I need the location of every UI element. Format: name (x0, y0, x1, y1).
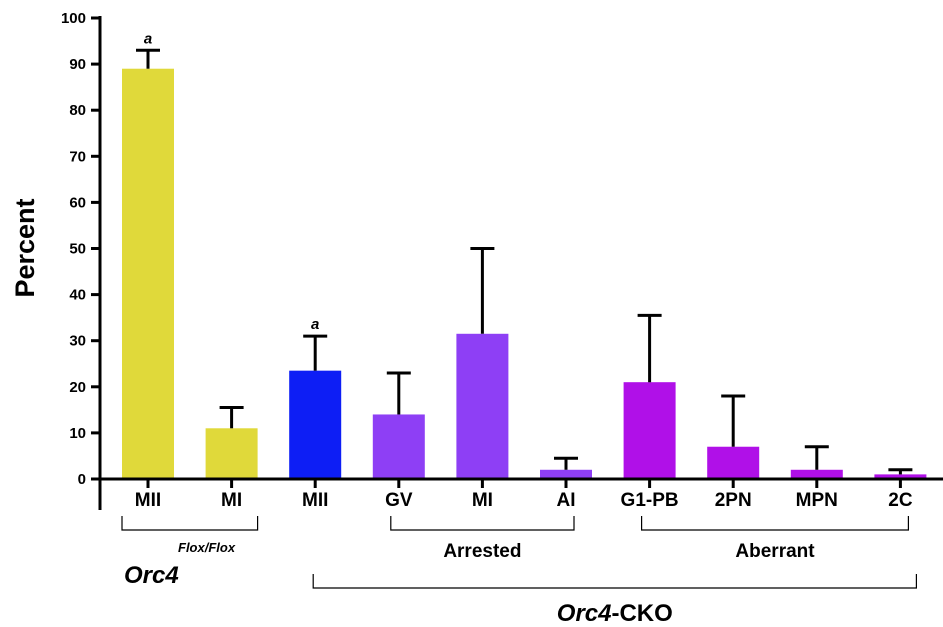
bar (874, 474, 927, 479)
category-label: MII (302, 490, 328, 511)
y-axis-label: Percent (10, 198, 40, 297)
bar (540, 469, 592, 479)
y-tick-label: 70 (69, 148, 86, 165)
category-labels: MII MI MII GV MI AI G1-PB 2PN MPN 2C (135, 479, 913, 511)
bar (456, 333, 509, 479)
bar (205, 428, 258, 479)
group-label: Arrested (443, 541, 521, 562)
genotype-suffix: -CKO (611, 600, 672, 627)
y-tick-label: 0 (78, 471, 86, 488)
bar (707, 446, 760, 479)
category-label: MI (221, 490, 242, 511)
group-label: Aberrant (735, 541, 815, 562)
significance-letter: a (144, 30, 152, 47)
y-tick-label: 10 (69, 425, 86, 442)
significance-letter: a (311, 316, 319, 333)
category-label: MI (472, 490, 493, 511)
y-tick-label: 90 (69, 56, 86, 73)
y-tick-label: 60 (69, 194, 86, 211)
y-tick-label: 30 (69, 333, 86, 350)
y-axis-ticks: 0 10 20 30 40 50 60 70 80 90 100 (61, 10, 100, 488)
bar (790, 469, 843, 479)
bar (372, 414, 425, 479)
category-label: 2C (888, 490, 913, 511)
y-tick-label: 50 (69, 241, 86, 258)
group-brackets: Arrested Aberrant (390, 516, 909, 562)
y-tick-label: 100 (61, 10, 86, 27)
bars (122, 68, 927, 480)
y-tick-label: 80 (69, 102, 86, 119)
category-label: MPN (796, 490, 838, 511)
category-label: AI (557, 490, 576, 511)
bar (289, 370, 342, 479)
genotype-label: Orc4-CKO (557, 600, 673, 627)
genotype-name: Orc4 (557, 600, 612, 627)
genotype-superscript: Flox/Flox (178, 540, 236, 555)
y-tick-label: 40 (69, 287, 86, 304)
genotype-label: Orc4 (124, 562, 179, 589)
category-label: G1-PB (621, 490, 679, 511)
significance-labels: aa (144, 30, 320, 333)
genotype-bracket (121, 516, 259, 531)
category-label: MII (135, 490, 161, 511)
group-bracket (641, 516, 909, 531)
genotype-bracket (312, 574, 917, 589)
category-label: 2PN (715, 490, 752, 511)
error-bars (136, 48, 913, 475)
bar (122, 68, 174, 480)
y-tick-label: 20 (69, 379, 86, 396)
group-bracket (390, 516, 575, 531)
category-label: GV (385, 490, 413, 511)
bar (623, 382, 676, 479)
